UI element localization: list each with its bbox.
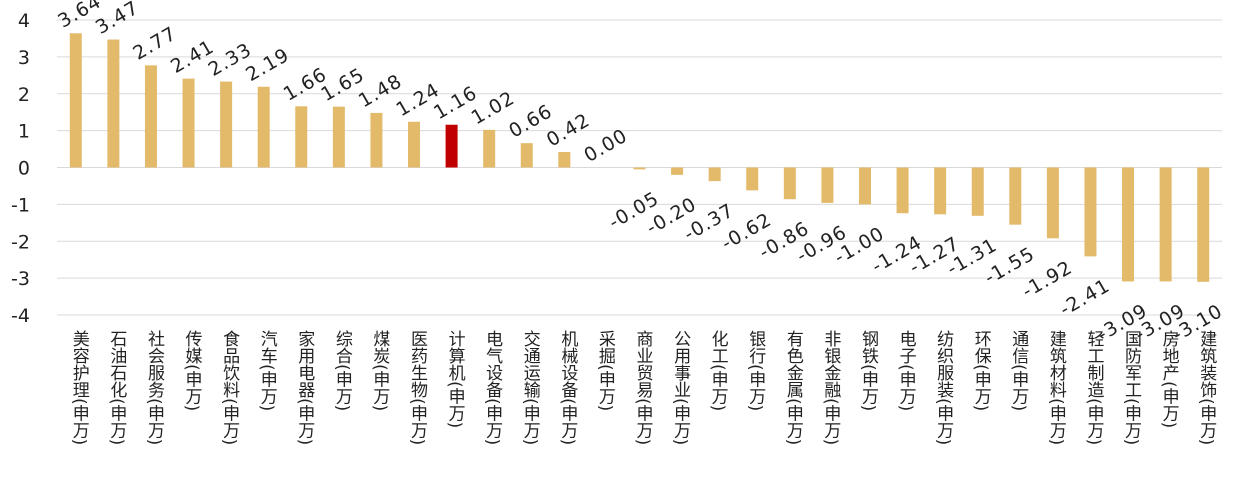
category-label: 交通运输(申万) [520,330,541,445]
bar [220,81,233,168]
category-label: 医药生物(申万) [407,330,428,445]
bar [182,78,195,168]
y-tick-label: 2 [18,84,30,106]
bar [633,167,646,170]
bar [1084,167,1097,257]
category-label: 电气设备(申万) [482,330,503,445]
bar [1197,167,1210,282]
bar [483,129,496,168]
category-label: 建筑装饰(申万) [1196,330,1217,445]
y-tick-label: -1 [11,194,30,216]
category-label: 环保(申万) [971,330,992,411]
y-axis: 4 3 2 1 0 -1 -2 -3 -4 [11,10,30,327]
bar [1159,167,1172,282]
category-label: 社会服务(申万) [144,330,165,445]
category-label: 计算机(申万) [445,330,466,428]
bar [708,167,721,182]
bar [332,106,345,168]
category-label: 商业贸易(申万) [633,330,654,445]
bar [107,39,120,168]
bar [1046,167,1059,239]
category-label: 国防军工(申万) [1121,330,1142,445]
y-tick-label: 0 [18,158,30,180]
bar [370,112,383,168]
bar [746,167,759,191]
y-tick-label: 3 [18,47,30,69]
category-label: 轻工制造(申万) [1083,330,1104,445]
bar [821,167,834,203]
category-label: 石油石化(申万) [106,330,127,445]
category-label: 房地产(申万) [1159,330,1180,428]
category-label: 银行(申万) [745,330,766,411]
bar [558,152,571,168]
bar [858,167,871,205]
category-label: 有色金属(申万) [783,330,804,445]
bar [520,143,533,168]
category-label: 通信(申万) [1008,330,1028,411]
category-label: 机械设备(申万) [557,330,578,445]
y-tick-label: 1 [18,121,30,143]
y-tick-label: -3 [11,268,30,290]
category-label: 煤炭(申万) [369,330,390,411]
category-label: 汽车(申万) [257,330,278,411]
category-label: 电子(申万) [896,330,917,411]
category-label: 钢铁(申万) [858,330,879,411]
bar [971,167,984,216]
bar [1122,167,1135,282]
category-label: 家用电器(申万) [294,330,315,445]
bar [445,124,458,168]
category-label: 食品饮料(申万) [219,330,240,445]
category-label: 非银金融(申万) [820,330,841,445]
y-tick-label: -2 [11,231,30,253]
bar [1009,167,1022,225]
category-label: 建筑材料(申万) [1046,330,1067,445]
bar [257,86,270,168]
bars [69,33,1210,282]
category-label: 化工(申万) [708,330,729,411]
category-label: 公用事业(申万) [670,330,691,445]
category-label: 美容护理(申万) [69,330,90,445]
x-axis: 美容护理(申万) 石油石化(申万) 社会服务(申万) 传媒(申万) 食品饮料(申万) 汽车… [69,330,1217,445]
category-label: 采掘(申万) [595,330,616,411]
y-tick-label: 4 [18,10,30,32]
bar [295,106,308,168]
bar [896,167,909,214]
bar [408,121,421,168]
bar [934,167,947,215]
bar [144,65,157,168]
category-label: 传媒(申万) [182,330,203,411]
y-tick-label: -4 [11,305,30,327]
bar [69,33,82,168]
category-label: 综合(申万) [332,330,353,411]
category-label: 纺织服装(申万) [933,330,954,445]
bar [671,167,684,175]
bar [783,167,796,200]
